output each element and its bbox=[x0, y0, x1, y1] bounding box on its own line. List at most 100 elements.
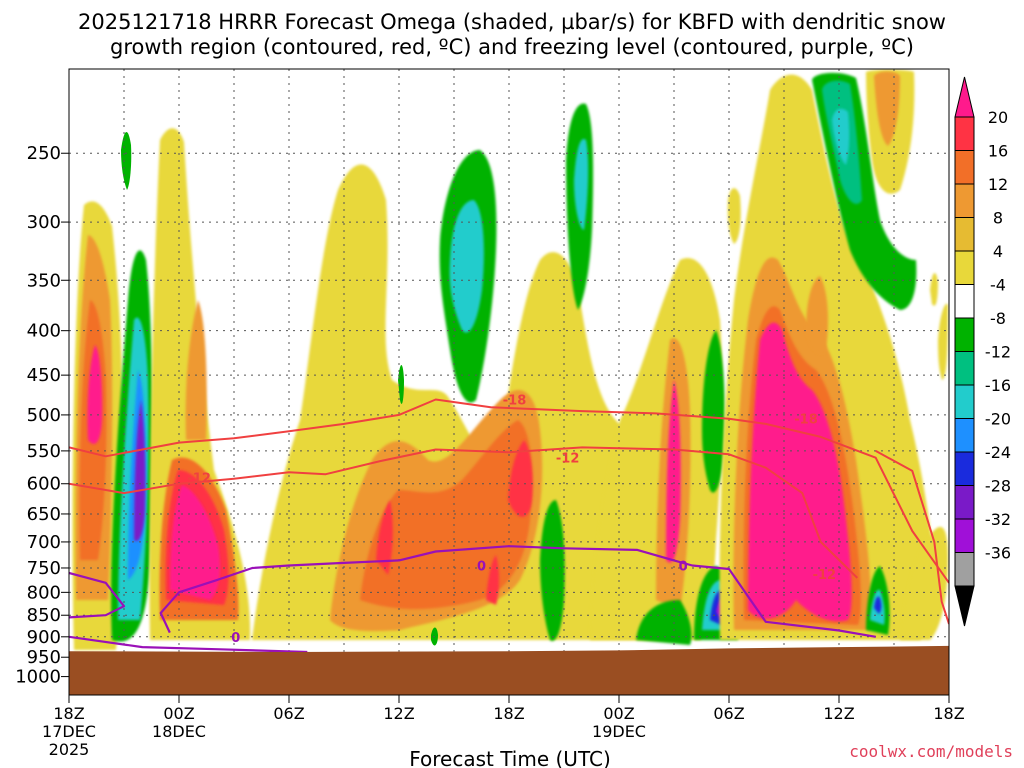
colorbar-label: -20 bbox=[985, 410, 1011, 429]
omega-region bbox=[134, 400, 146, 541]
x-tick-label: 12Z bbox=[823, 704, 854, 723]
freezing-level-contour bbox=[69, 571, 126, 619]
y-tick-label: 350 bbox=[27, 270, 61, 291]
colorbar-top-arrow bbox=[954, 76, 975, 118]
y-tick-label: 400 bbox=[27, 321, 61, 342]
freezing-contour-label: 0 bbox=[231, 631, 240, 646]
freezing-contour-label: 0 bbox=[477, 559, 486, 574]
colorbar-segment bbox=[954, 485, 975, 520]
freezing-level-contour bbox=[69, 635, 308, 654]
y-tick-label: 700 bbox=[27, 532, 61, 553]
omega-region bbox=[540, 500, 565, 641]
x-tick-label: 12Z bbox=[383, 704, 414, 723]
y-tick-label: 550 bbox=[27, 441, 61, 462]
terrain-below-ground bbox=[69, 645, 949, 695]
colorbar-label: -16 bbox=[985, 376, 1011, 395]
x-tick-label: 18DEC bbox=[152, 722, 206, 741]
colorbar-label: 16 bbox=[988, 142, 1008, 161]
omega-region bbox=[376, 500, 393, 575]
contour-lines bbox=[69, 398, 949, 654]
colorbar-label: -4 bbox=[990, 276, 1006, 295]
y-tick-label: 500 bbox=[27, 405, 61, 426]
colorbar-label: 4 bbox=[993, 242, 1003, 261]
dgz-contour-line bbox=[875, 450, 949, 625]
omega-region bbox=[666, 380, 681, 563]
omega-region bbox=[938, 303, 948, 380]
dgz-contour-label: -18 bbox=[503, 393, 527, 408]
y-tick-label: 600 bbox=[27, 474, 61, 495]
chart-title-line2: growth region (contoured, red, ºC) and f… bbox=[110, 35, 914, 59]
omega-region bbox=[930, 272, 938, 306]
omega-region bbox=[185, 300, 207, 440]
freezing-level-contour bbox=[159, 545, 876, 638]
x-tick-label: 18Z bbox=[53, 704, 84, 723]
colorbar-segment bbox=[954, 552, 975, 587]
x-tick-label: 17DEC bbox=[42, 722, 96, 741]
colorbar-segment bbox=[954, 317, 975, 352]
colorbar-segment bbox=[954, 150, 975, 185]
colorbar-label: 12 bbox=[988, 175, 1008, 194]
omega-region bbox=[574, 139, 589, 230]
colorbar-label: -32 bbox=[985, 510, 1011, 529]
x-axis-title: Forecast Time (UTC) bbox=[409, 747, 611, 768]
x-tick-label: 06Z bbox=[713, 704, 744, 723]
colorbar-label: 20 bbox=[988, 108, 1008, 127]
y-tick-label: 450 bbox=[27, 365, 61, 386]
dgz-contour-label: -12 bbox=[187, 471, 211, 486]
credit-text: coolwx.com/models bbox=[849, 742, 1013, 761]
colorbar-segment bbox=[954, 116, 975, 151]
y-tick-label: 850 bbox=[27, 605, 61, 626]
y-tick-label: 1000 bbox=[15, 667, 61, 688]
y-tick-label: 950 bbox=[27, 647, 61, 668]
colorbar: 20 16 12 8 4 -4 -8 -12 -16 -20 -24 -28 -32 -36 bbox=[954, 76, 1011, 627]
omega-region bbox=[449, 200, 484, 333]
dgz-contour-line bbox=[69, 398, 949, 584]
y-tick-label: 750 bbox=[27, 558, 61, 579]
chart-title-line1: 2025121718 HRRR Forecast Omega (shaded, … bbox=[78, 10, 946, 34]
x-tick-label: 00Z bbox=[603, 704, 634, 723]
x-tick-label: 18Z bbox=[493, 704, 524, 723]
omega-region bbox=[360, 420, 532, 610]
colorbar-segment bbox=[954, 418, 975, 453]
omega-region bbox=[87, 345, 103, 444]
x-tick-label: 2025 bbox=[49, 740, 90, 759]
omega-region bbox=[727, 188, 741, 244]
x-tick-label: 06Z bbox=[273, 704, 304, 723]
omega-region bbox=[806, 276, 828, 354]
y-tick-label: 300 bbox=[27, 212, 61, 233]
colorbar-segment bbox=[954, 250, 975, 285]
colorbar-segment bbox=[954, 384, 975, 419]
omega-shading bbox=[72, 69, 948, 650]
y-tick-label: 800 bbox=[27, 582, 61, 603]
y-tick-label: 650 bbox=[27, 504, 61, 525]
colorbar-segment bbox=[954, 284, 975, 319]
colorbar-bottom-arrow bbox=[954, 585, 975, 627]
dgz-contour-line bbox=[69, 446, 859, 579]
colorbar-label: 8 bbox=[993, 209, 1003, 228]
dgz-contour-label: -12 bbox=[813, 568, 837, 583]
colorbar-label: -8 bbox=[990, 309, 1006, 328]
freezing-contour-label: 0 bbox=[679, 559, 688, 574]
colorbar-segment bbox=[954, 217, 975, 252]
dgz-contour-label: -18 bbox=[794, 413, 818, 428]
dgz-contour-label: -12 bbox=[556, 452, 580, 467]
colorbar-segment bbox=[954, 183, 975, 218]
colorbar-segment bbox=[954, 351, 975, 386]
colorbar-segment bbox=[954, 518, 975, 553]
contour-labels: -18 -18 -12 -12 -12 0 0 0 bbox=[187, 393, 837, 646]
omega-region bbox=[874, 596, 882, 614]
colorbar-label: -12 bbox=[985, 343, 1011, 362]
x-tick-label: 19DEC bbox=[592, 722, 646, 741]
omega-region bbox=[636, 600, 692, 645]
colorbar-label: -36 bbox=[985, 544, 1011, 563]
x-tick-label: 18Z bbox=[933, 704, 964, 723]
colorbar-label: -24 bbox=[985, 443, 1011, 462]
colorbar-segment bbox=[954, 451, 975, 486]
omega-region bbox=[508, 440, 533, 517]
omega-region bbox=[832, 108, 850, 165]
y-tick-label: 250 bbox=[27, 143, 61, 164]
colorbar-label: -28 bbox=[985, 477, 1011, 496]
